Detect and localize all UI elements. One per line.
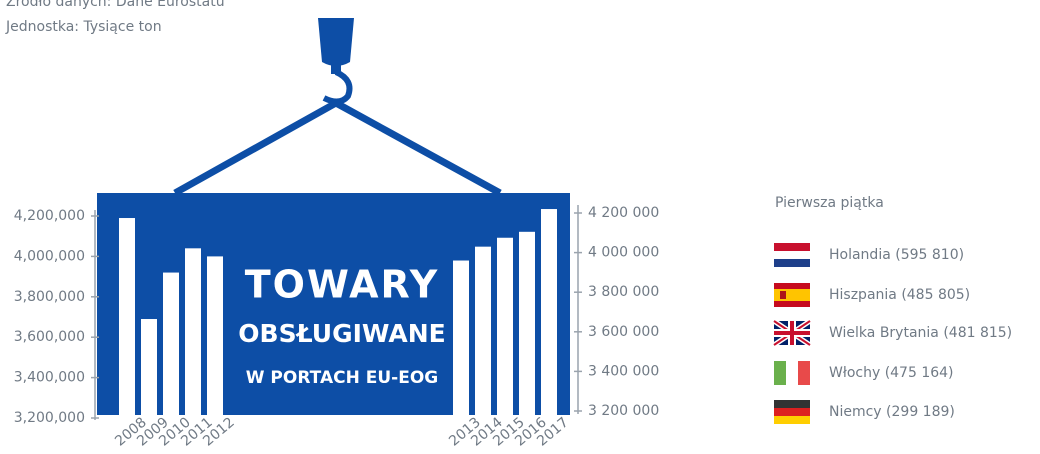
legend-label: Niemcy (299 189): [829, 404, 955, 420]
flag-nl: [774, 243, 810, 267]
bar: [185, 248, 201, 415]
legend-label: Wielka Brytania (481 815): [829, 325, 1012, 341]
bar: [141, 319, 157, 415]
bar: [119, 218, 135, 415]
bar: [519, 231, 535, 415]
legend-title: Pierwsza piątka: [775, 195, 884, 211]
unit: Jednostka: Tysiące ton: [5, 19, 162, 35]
legend-label: Hiszpania (485 805): [829, 287, 970, 303]
legend-label: Włochy (475 164): [829, 365, 954, 381]
y-tick-label: 4,200,000: [14, 208, 85, 224]
y-tick-label: 4,000,000: [14, 248, 85, 264]
y-tick-label: 3,800,000: [14, 289, 85, 305]
source: Źródło danych: Dane Eurostatu: [6, 0, 225, 10]
bar: [541, 209, 557, 415]
flag-de: [774, 400, 810, 424]
bar: [497, 237, 513, 415]
crane-hook: [173, 18, 502, 197]
y-tick-label: 3,600,000: [14, 329, 85, 345]
title-line: TOWARY: [245, 263, 440, 307]
title-line: W PORTACH EU-EOG: [246, 368, 438, 388]
flag-es: [774, 283, 810, 307]
flag-it: [774, 361, 810, 385]
y-tick-label: 3 200 000: [588, 403, 659, 419]
bar: [453, 260, 469, 415]
bar: [207, 256, 223, 415]
y-tick-label: 3 800 000: [588, 284, 659, 300]
y-tick-label: 3 600 000: [588, 324, 659, 340]
y-tick-label: 3,200,000: [14, 410, 85, 426]
bar: [163, 272, 179, 415]
flag-uk: [772, 318, 812, 348]
y-tick-label: 4 200 000: [588, 205, 659, 221]
y-tick-label: 3,400,000: [14, 370, 85, 386]
title-line: OBSŁUGIWANE: [238, 319, 445, 348]
y-tick-label: 4 000 000: [588, 245, 659, 261]
y-tick-label: 3 400 000: [588, 363, 659, 379]
bar: [475, 246, 491, 415]
legend-label: Holandia (595 810): [829, 247, 964, 263]
